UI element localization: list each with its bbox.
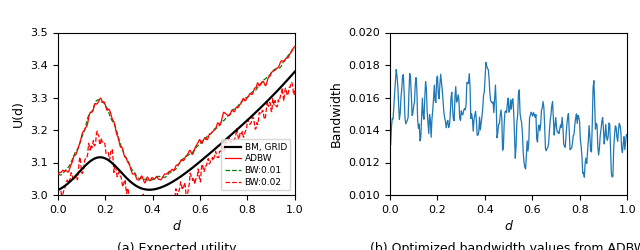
BW:0.02 (157, 213, 165, 216)
BW:0.01 (54, 172, 61, 176)
BW:0.01 (291, 47, 299, 50)
ADBW (141, 182, 148, 184)
ADBW (54, 172, 62, 176)
BM, GRID (269, 94, 276, 97)
X-axis label: d: d (504, 220, 513, 233)
BW:0.02 (54, 188, 61, 191)
ADBW (54, 173, 61, 176)
BM, GRID (195, 161, 203, 164)
Title: (b) Optimized bandwidth values from ADBW: (b) Optimized bandwidth values from ADBW (371, 242, 640, 250)
Y-axis label: Bandwidth: Bandwidth (330, 80, 343, 147)
BW:0.01 (195, 144, 203, 146)
Y-axis label: U(d): U(d) (12, 100, 24, 127)
BM, GRID (254, 109, 262, 112)
BW:0.01 (196, 143, 204, 146)
BW:0.02 (200, 170, 207, 173)
BM, GRID (199, 158, 207, 161)
BW:0.02 (54, 186, 62, 189)
BW:0.01 (269, 69, 277, 72)
Title: (a) Expected utility: (a) Expected utility (116, 242, 236, 250)
Line: BW:0.01: BW:0.01 (58, 48, 295, 181)
ADBW (291, 45, 299, 48)
BM, GRID (195, 162, 202, 165)
ADBW (196, 138, 204, 141)
BM, GRID (54, 189, 61, 192)
Legend: BM, GRID, ADBW, BW:0.01, BW:0.02: BM, GRID, ADBW, BW:0.01, BW:0.02 (221, 139, 291, 190)
BW:0.02 (288, 81, 296, 84)
BW:0.01 (145, 179, 153, 182)
Line: BW:0.02: BW:0.02 (58, 82, 295, 214)
BM, GRID (291, 70, 299, 73)
BM, GRID (54, 188, 62, 191)
Line: BM, GRID: BM, GRID (58, 72, 295, 190)
BW:0.01 (255, 84, 262, 87)
ADBW (195, 139, 203, 142)
BW:0.02 (255, 119, 262, 122)
BW:0.02 (195, 171, 203, 174)
BW:0.02 (291, 86, 299, 90)
BW:0.02 (269, 102, 277, 105)
BW:0.01 (200, 139, 207, 142)
ADBW (255, 82, 262, 86)
X-axis label: d: d (172, 220, 180, 233)
BW:0.01 (291, 47, 298, 50)
BW:0.01 (54, 173, 62, 176)
ADBW (200, 138, 207, 141)
Line: ADBW: ADBW (58, 46, 295, 183)
ADBW (269, 70, 277, 72)
BW:0.02 (196, 180, 204, 183)
